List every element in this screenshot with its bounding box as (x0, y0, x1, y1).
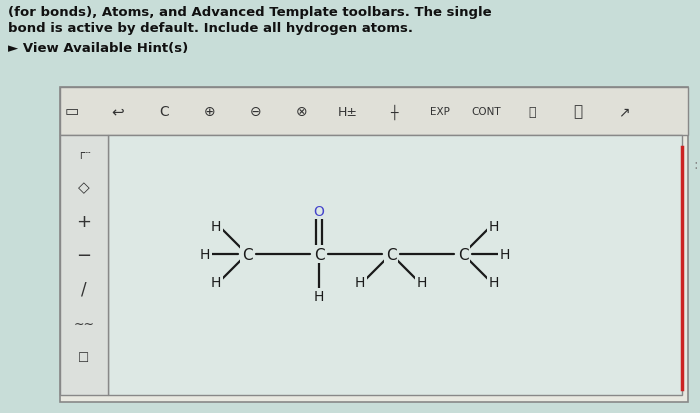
Bar (108, 136, 682, 395)
Text: :: : (694, 158, 699, 171)
Text: ► View Available Hint(s): ► View Available Hint(s) (8, 42, 188, 55)
Text: H: H (416, 275, 427, 289)
Text: H: H (489, 275, 499, 289)
Text: bond is active by default. Include all hydrogen atoms.: bond is active by default. Include all h… (8, 22, 413, 35)
Text: ┼: ┼ (391, 104, 398, 119)
Text: /: / (81, 280, 87, 298)
Text: H±: H± (338, 105, 358, 118)
Text: ◇: ◇ (78, 180, 90, 195)
Text: ↩: ↩ (111, 104, 125, 119)
Text: ∼∼: ∼∼ (74, 317, 95, 330)
Bar (60, 136, 108, 395)
Text: H: H (355, 275, 365, 289)
Text: H: H (211, 219, 221, 233)
Text: C: C (241, 247, 252, 262)
Text: H: H (199, 247, 210, 261)
Text: ↗: ↗ (618, 105, 630, 119)
Text: H: H (500, 247, 510, 261)
Bar (60, 88, 688, 136)
Text: ❓: ❓ (573, 104, 582, 119)
Text: CONT: CONT (471, 107, 500, 117)
Text: +: + (76, 212, 92, 230)
Text: −: − (76, 247, 92, 264)
Text: C: C (159, 105, 169, 119)
Text: C: C (386, 247, 396, 262)
Text: ☐: ☐ (78, 351, 90, 363)
Text: ▭: ▭ (65, 104, 79, 119)
Text: H: H (314, 289, 324, 303)
Bar (60, 88, 688, 402)
Text: EXP: EXP (430, 107, 450, 117)
Text: C: C (314, 247, 324, 262)
Text: ⓘ: ⓘ (528, 105, 536, 118)
Text: ⊕: ⊕ (204, 105, 216, 119)
Text: ┌┈: ┌┈ (77, 149, 91, 159)
Text: ⊖: ⊖ (250, 105, 262, 119)
Text: O: O (314, 204, 324, 218)
Text: (for bonds), Atoms, and Advanced Template toolbars. The single: (for bonds), Atoms, and Advanced Templat… (8, 6, 491, 19)
Text: H: H (489, 219, 499, 233)
Text: C: C (458, 247, 468, 262)
Text: H: H (211, 275, 221, 289)
Text: ⊗: ⊗ (296, 105, 308, 119)
